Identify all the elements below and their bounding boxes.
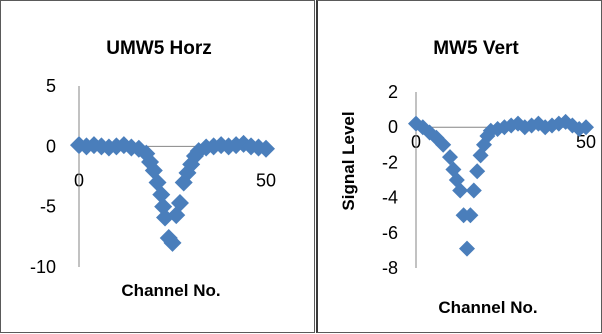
y-tick-label: -10 (30, 257, 56, 277)
data-point-diamond (503, 117, 520, 134)
data-point-diamond (537, 119, 554, 136)
y-tick-label: 2 (388, 82, 398, 102)
y-tick-label: -6 (382, 223, 398, 243)
x-axis-label: Channel No. (438, 298, 537, 317)
data-point-diamond (496, 119, 513, 136)
data-point-diamond (442, 149, 458, 166)
y-tick-label: -2 (382, 152, 398, 172)
chart-title: UMW5 Horz (106, 38, 212, 59)
y-tick-label: 0 (46, 136, 56, 156)
data-point-diamond (465, 182, 482, 199)
y-tick-label: -5 (40, 197, 56, 217)
chart-mw5-vert: MW5 Vert Signal Level 20-2-4-6-80 50 Chan… (339, 38, 596, 317)
data-point-diamond (114, 136, 133, 155)
data-point-diamond (435, 136, 452, 153)
chart-panel-umw5-horz: UMW5 Horz 5 0 -5 -10 0 50 Channel No. (0, 0, 315, 333)
data-point-diamond (459, 240, 475, 257)
data-point-diamond (170, 194, 189, 213)
data-point-diamond (163, 233, 182, 252)
y-tick-label: 5 (46, 76, 56, 96)
data-point-diamond (530, 115, 547, 132)
y-tick-label: -4 (382, 188, 398, 208)
chart-title: MW5 Vert (433, 38, 519, 59)
data-point-diamond (469, 163, 486, 180)
x-tick-label: 50 (576, 132, 596, 152)
y-axis-label: Signal Level (339, 111, 358, 210)
data-point-diamond (152, 185, 171, 204)
data-point-diamond (257, 139, 275, 158)
data-point-diamond (452, 182, 469, 199)
x-tick-label: 50 (256, 170, 276, 190)
y-tick-label: -8 (382, 258, 398, 278)
data-point-diamond (421, 124, 438, 141)
x-axis-label: Channel No. (121, 281, 220, 300)
y-tick-label: 0 (388, 117, 398, 137)
data-point-diamond (462, 207, 479, 224)
data-point-diamond (564, 117, 581, 134)
data-point-diamond (578, 119, 594, 136)
chart-umw5-horz: UMW5 Horz 50-5-100 50 Channel No. (30, 38, 276, 300)
chart-panel-mw5-vert: MW5 Vert Signal Level 2 0 -2 -4 -6 -8 0 50 Chan… (316, 0, 602, 333)
